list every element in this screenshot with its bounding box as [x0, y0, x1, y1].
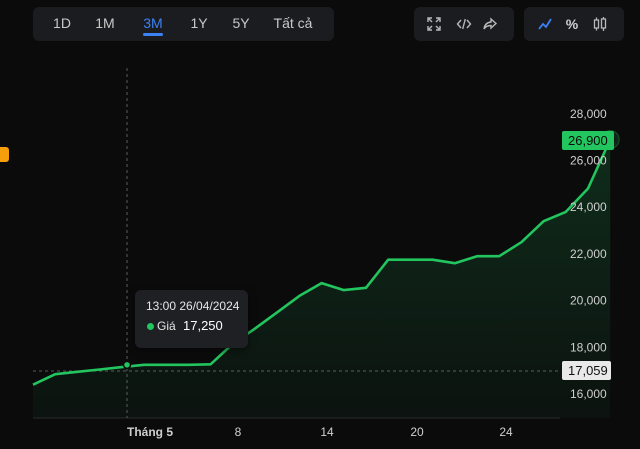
tooltip-series-dot [147, 323, 154, 330]
price-area [33, 139, 611, 418]
chart-mode-group: % [524, 7, 624, 41]
x-tick-label: 8 [235, 425, 242, 439]
range-tab-3m[interactable]: 3M [135, 7, 171, 41]
range-tab-1y[interactable]: 1Y [190, 15, 208, 31]
candlestick-icon[interactable] [588, 12, 612, 36]
x-tick-label: 24 [499, 425, 513, 439]
range-tabs: 1D 1M 3M 1Y 5Y Tất cả [33, 7, 334, 41]
tooltip-datetime: 13:00 26/04/2024 [146, 299, 240, 313]
cursor-price-tag: 17,059 [562, 361, 611, 380]
expand-icon[interactable] [422, 12, 446, 36]
range-tab-tất-cả[interactable]: Tất cả [273, 15, 313, 31]
y-tick-label: 28,000 [570, 107, 607, 121]
x-tick-label: 14 [320, 425, 334, 439]
x-tick-label: Tháng 5 [127, 425, 173, 439]
y-tick-label: 26,000 [570, 154, 607, 168]
percent-button[interactable]: % [560, 12, 584, 36]
share-icon[interactable] [478, 12, 502, 36]
current-price-tag: 26,900 [562, 131, 614, 150]
range-tab-1d[interactable]: 1D [53, 15, 71, 31]
y-tick-label: 24,000 [570, 200, 607, 214]
y-tick-label: 18,000 [570, 340, 607, 354]
y-tick-label: 16,000 [570, 387, 607, 401]
range-tab-1m[interactable]: 1M [95, 15, 115, 31]
tooltip-value: 17,250 [183, 318, 223, 333]
range-tab-5y[interactable]: 5Y [232, 15, 250, 31]
y-tick-label: 22,000 [570, 247, 607, 261]
line-chart-icon[interactable] [533, 12, 557, 36]
alert-marker [0, 147, 9, 162]
price-tooltip: 13:00 26/04/2024 Giá 17,250 [135, 290, 248, 348]
code-icon[interactable] [452, 12, 476, 36]
hover-point [122, 360, 132, 370]
x-tick-label: 20 [410, 425, 424, 439]
chart-tools [414, 7, 514, 41]
percent-label: % [565, 16, 579, 32]
y-tick-label: 20,000 [570, 294, 607, 308]
tooltip-label: Giá [157, 319, 176, 333]
